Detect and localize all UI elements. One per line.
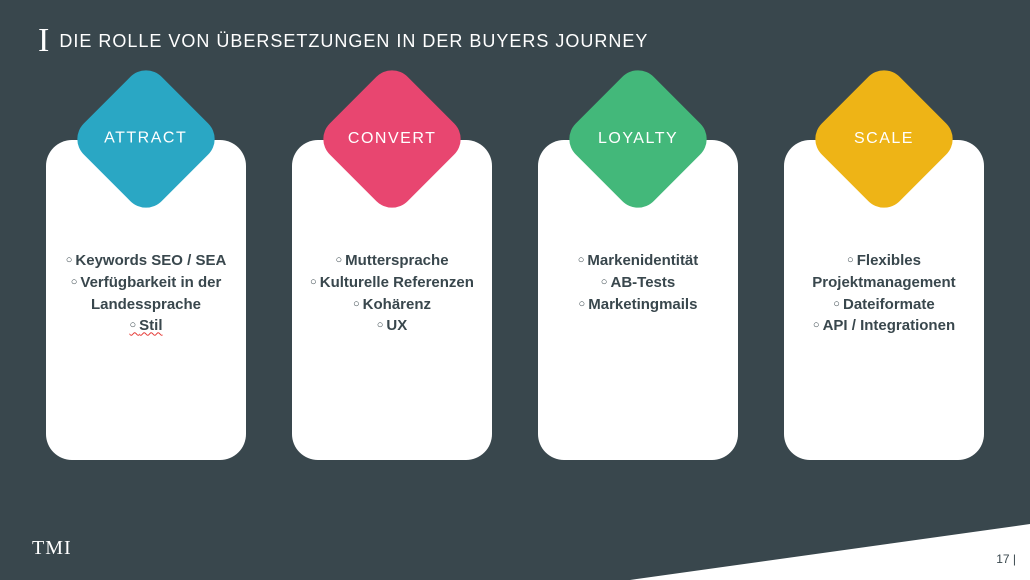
list-item: API / Integrationen: [798, 315, 970, 337]
cards-container: ATTRACT Keywords SEO / SEA Verfügbarkeit…: [0, 140, 1030, 460]
card-loyalty: LOYALTY Markenidentität AB-Tests Marketi…: [538, 140, 738, 460]
footer-wedge-icon: [630, 524, 1030, 580]
slide-title: DIE ROLLE VON ÜBERSETZUNGEN IN DER BUYER…: [59, 31, 648, 52]
diamond-loyalty: LOYALTY: [560, 61, 716, 217]
card-items: Muttersprache Kulturelle Referenzen Kohä…: [306, 250, 478, 337]
list-item: Dateiformate: [798, 294, 970, 316]
diamond-label: SCALE: [854, 130, 914, 148]
card-items: Markenidentität AB-Tests Marketingmails: [552, 250, 724, 315]
title-row: I DIE ROLLE VON ÜBERSETZUNGEN IN DER BUY…: [38, 24, 648, 58]
diamond-label: ATTRACT: [104, 130, 187, 148]
list-item: Keywords SEO / SEA: [60, 250, 232, 272]
list-item: Kohärenz: [306, 294, 478, 316]
list-item: AB-Tests: [552, 272, 724, 294]
list-item: Marketingmails: [552, 294, 724, 316]
diamond-attract: ATTRACT: [68, 61, 224, 217]
card-convert: CONVERT Muttersprache Kulturelle Referen…: [292, 140, 492, 460]
diamond-label: LOYALTY: [598, 130, 678, 148]
card-items: Flexibles Projektmanagement Dateiformate…: [798, 250, 970, 337]
card-attract: ATTRACT Keywords SEO / SEA Verfügbarkeit…: [46, 140, 246, 460]
card-scale: SCALE Flexibles Projektmanagement Dateif…: [784, 140, 984, 460]
card-items: Keywords SEO / SEA Verfügbarkeit in der …: [60, 250, 232, 337]
diamond-convert: CONVERT: [314, 61, 470, 217]
list-item: Verfügbarkeit in der Landessprache: [60, 272, 232, 316]
title-accent-icon: I: [38, 24, 49, 58]
list-item: Kulturelle Referenzen: [306, 272, 478, 294]
diamond-label: CONVERT: [348, 130, 436, 148]
footer-logo: TMI: [32, 537, 72, 560]
page-number: 17 |: [996, 552, 1016, 566]
list-item: Flexibles Projektmanagement: [798, 250, 970, 294]
slide: I DIE ROLLE VON ÜBERSETZUNGEN IN DER BUY…: [0, 0, 1030, 580]
diamond-scale: SCALE: [806, 61, 962, 217]
list-item: Muttersprache: [306, 250, 478, 272]
list-item: UX: [306, 315, 478, 337]
list-item: Stil: [60, 315, 232, 337]
list-item: Markenidentität: [552, 250, 724, 272]
